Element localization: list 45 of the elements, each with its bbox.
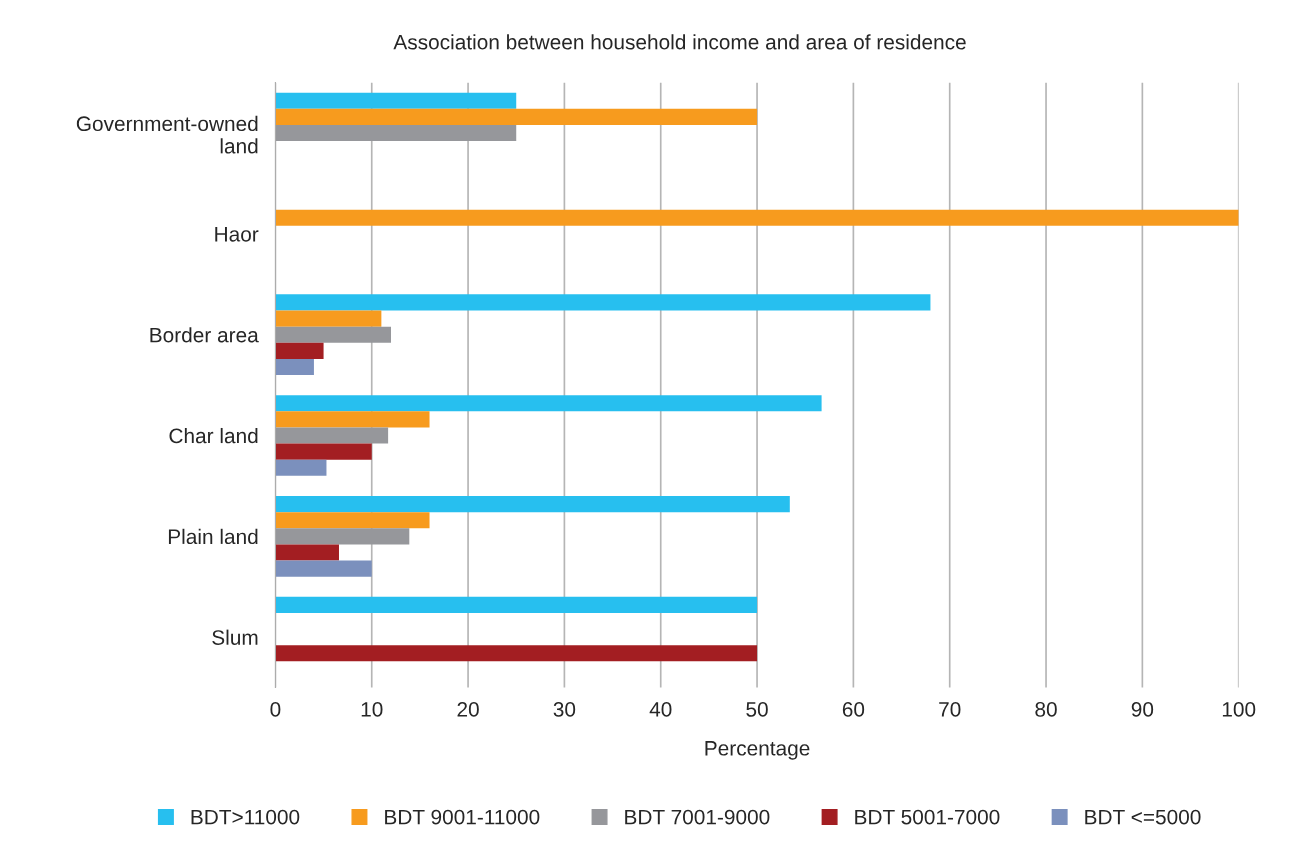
bar — [275, 395, 822, 412]
x-tick-label: 10 — [361, 702, 383, 717]
legend-label: BDT>11000 — [191, 809, 300, 825]
x-axis-title: Percentage — [705, 741, 810, 760]
legend-label: BDT 7001-9000 — [625, 809, 770, 825]
bar — [275, 496, 790, 513]
bar — [275, 560, 372, 577]
y-tick-label: Plain land — [168, 528, 258, 545]
x-tick-label: 50 — [746, 702, 768, 717]
x-tick-label: 20 — [457, 702, 479, 717]
bar — [275, 596, 758, 613]
bar — [275, 209, 1239, 226]
y-tick-label: Government-owned land — [76, 115, 258, 154]
bar — [275, 326, 391, 343]
bar — [275, 459, 327, 476]
bar — [275, 294, 931, 311]
bar — [275, 342, 324, 359]
y-tick-label: Char land — [169, 427, 258, 444]
x-tick-label: 40 — [649, 702, 672, 717]
x-tick-label: 30 — [553, 702, 576, 717]
bar — [275, 443, 372, 460]
y-tick-label: Border area — [150, 327, 259, 343]
legend-label: BDT 9001-11000 — [385, 809, 540, 825]
bar — [275, 645, 758, 662]
y-tick-label: Slum — [212, 629, 258, 645]
bar — [275, 310, 382, 327]
bar — [275, 512, 430, 529]
bar — [275, 358, 314, 376]
x-tick-label: 0 — [270, 702, 281, 717]
y-tick-label: Haor — [215, 227, 259, 242]
x-tick-label: 60 — [842, 702, 865, 717]
x-tick-label: 70 — [939, 702, 961, 717]
x-tick-label: 100 — [1222, 702, 1256, 717]
bar — [275, 544, 339, 561]
bar — [275, 108, 758, 125]
x-tick-label: 90 — [1131, 702, 1154, 717]
bar — [275, 528, 410, 545]
legend-label: BDT 5001-7000 — [855, 809, 1000, 825]
x-tick-label: 80 — [1035, 702, 1057, 717]
bar — [275, 92, 517, 109]
bar — [275, 124, 517, 142]
chart-title: Association between household income and area of residence — [393, 34, 966, 50]
bar — [275, 427, 389, 444]
legend-label: BDT <=5000 — [1085, 809, 1201, 825]
bar — [275, 411, 430, 428]
